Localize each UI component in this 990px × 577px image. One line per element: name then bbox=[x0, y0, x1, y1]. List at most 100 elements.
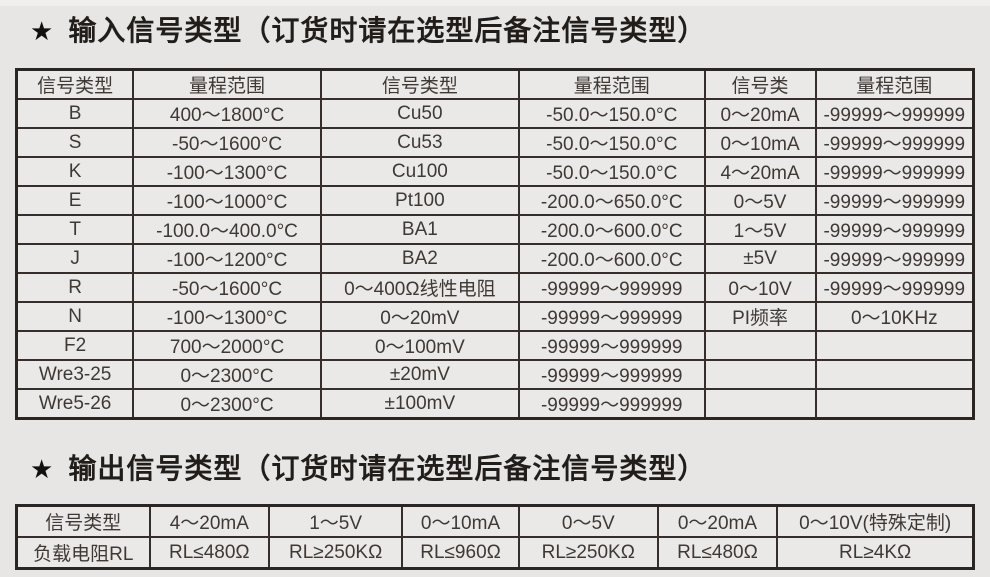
table-cell: 4～20mA bbox=[703, 156, 817, 187]
table-cell: -99999～999999 bbox=[814, 214, 975, 245]
table-cell bbox=[814, 359, 975, 390]
table-cell: -100～1000°C bbox=[132, 185, 322, 216]
table-cell: 1～5V bbox=[703, 214, 817, 245]
table-cell: RL≥250KΩ bbox=[517, 536, 659, 570]
table-row: J -100～1200°C BA2 -200.0～600.0°C ±5V -99999～9… bbox=[15, 243, 975, 274]
table-cell: 400～1800°C bbox=[132, 98, 322, 129]
table-cell: RL≥4KΩ bbox=[776, 536, 975, 570]
table-cell: 0～5V bbox=[517, 504, 659, 538]
table-cell: 0～2300°C bbox=[132, 359, 322, 390]
table-cell: BA2 bbox=[319, 243, 520, 274]
table-cell: T bbox=[15, 214, 135, 245]
table-cell: -99999～999999 bbox=[814, 98, 975, 129]
table-cell: PI频率 bbox=[703, 301, 817, 332]
table-cell bbox=[703, 388, 817, 420]
table-cell: ±5V bbox=[703, 243, 817, 274]
input-signal-table: 信号类型 量程范围 信号类型 量程范围 信号类 量程范围 B 400～1800°C Cu50-… bbox=[15, 68, 975, 420]
table-cell: -100～1200°C bbox=[132, 243, 322, 274]
table-row: S -50～1600°C Cu53 -50.0～150.0°C 0～10mA -99999… bbox=[15, 127, 975, 158]
table-cell: S bbox=[15, 127, 135, 158]
table-cell: -50～1600°C bbox=[132, 127, 322, 158]
table-cell: RL≥250KΩ bbox=[268, 536, 404, 570]
column-header: 量程范围 bbox=[517, 68, 706, 100]
table-row: Wre5-26 0～2300°C ±100mV -99999～999999 bbox=[15, 388, 975, 420]
table-cell: F2 bbox=[15, 330, 135, 361]
table-cell: RL≤480Ω bbox=[656, 536, 779, 570]
output-section-title: ★ 输出信号类型（订货时请在选型后备注信号类型） bbox=[30, 452, 975, 486]
table-row: F2 700～2000°C 0～100mV -99999～999999 bbox=[15, 330, 975, 361]
table-cell: -50～1600°C bbox=[132, 272, 322, 303]
table-cell: 0～10KHz bbox=[814, 301, 975, 332]
table-cell: -99999～999999 bbox=[814, 185, 975, 216]
table-cell: -100.0～400.0°C bbox=[132, 214, 322, 245]
table-cell: B bbox=[15, 98, 135, 129]
table-cell: -50.0～150.0°C bbox=[517, 127, 706, 158]
table-cell: -200.0～600.0°C bbox=[517, 243, 706, 274]
table-cell: 负载电阻RL bbox=[15, 536, 151, 570]
table-cell: 0～20mA bbox=[703, 98, 817, 129]
table-cell: 0～20mA bbox=[656, 504, 779, 538]
table-cell: -99999～999999 bbox=[814, 243, 975, 274]
table-cell: -100～1300°C bbox=[132, 156, 322, 187]
table-cell: Pt100 bbox=[319, 185, 520, 216]
table-cell: N bbox=[15, 301, 135, 332]
table-cell: -200.0～600.0°C bbox=[517, 214, 706, 245]
table-cell: ±100mV bbox=[319, 388, 520, 420]
star-icon: ★ bbox=[30, 454, 55, 484]
column-header: 信号类型 bbox=[15, 68, 135, 100]
table-cell: 4～20mA bbox=[148, 504, 271, 538]
table-cell: RL≤480Ω bbox=[148, 536, 271, 570]
table-cell: 0～100mV bbox=[319, 330, 520, 361]
table-cell bbox=[814, 388, 975, 420]
table-row: 负载电阻RL RL≤480Ω RL≥250KΩ RL≤960Ω RL≥250KΩ RL≤4… bbox=[15, 536, 975, 570]
table-cell: E bbox=[15, 185, 135, 216]
table-cell: 0～10V bbox=[703, 272, 817, 303]
table-cell: 1～5V bbox=[268, 504, 404, 538]
table-cell: 0～10V(特殊定制) bbox=[776, 504, 975, 538]
table-cell: RL≤960Ω bbox=[401, 536, 520, 570]
table-cell: K bbox=[15, 156, 135, 187]
table-cell: R bbox=[15, 272, 135, 303]
table-row: R -50～1600°C 0～400Ω线性电阻 -99999～999999 0～10V -… bbox=[15, 272, 975, 303]
table-row: N -100～1300°C 0～20mV -99999～999999 PI频率 0～10K… bbox=[15, 301, 975, 332]
input-section-title-text: 输入信号类型（订货时请在选型后备注信号类型） bbox=[68, 15, 707, 46]
table-cell: -99999～999999 bbox=[517, 272, 706, 303]
table-cell: Wre3-25 bbox=[15, 359, 135, 390]
table-cell: -99999～999999 bbox=[517, 330, 706, 361]
column-header: 量程范围 bbox=[814, 68, 975, 100]
table-cell: -99999～999999 bbox=[517, 359, 706, 390]
column-header: 信号类型 bbox=[319, 68, 520, 100]
table-cell bbox=[703, 330, 817, 361]
table-cell: BA1 bbox=[319, 214, 520, 245]
table-cell: Wre5-26 bbox=[15, 388, 135, 420]
table-cell: 信号类型 bbox=[15, 504, 151, 538]
table-cell: -50.0～150.0°C bbox=[517, 98, 706, 129]
table-row: K -100～1300°C Cu100 -50.0～150.0°C 4～20mA -999… bbox=[15, 156, 975, 187]
table-cell: -99999～999999 bbox=[814, 272, 975, 303]
table-cell: J bbox=[15, 243, 135, 274]
table-cell: Cu100 bbox=[319, 156, 520, 187]
table-cell: -99999～999999 bbox=[517, 301, 706, 332]
table-cell: Cu53 bbox=[319, 127, 520, 158]
header-row: 信号类型 量程范围 信号类型 量程范围 信号类 量程范围 bbox=[15, 68, 975, 100]
column-header: 信号类 bbox=[703, 68, 817, 100]
star-icon: ★ bbox=[30, 16, 55, 46]
table-cell: -99999～999999 bbox=[814, 127, 975, 158]
output-signal-table: 信号类型 4～20mA 1～5V 0～10mA 0～5V 0～20mA 0～10V(特殊定制… bbox=[15, 504, 975, 570]
table-cell: 0～400Ω线性电阻 bbox=[319, 272, 520, 303]
table-cell bbox=[814, 330, 975, 361]
table-cell bbox=[703, 359, 817, 390]
table-row: B 400～1800°C Cu50 -50.0～150.0°C 0～20mA -99999… bbox=[15, 98, 975, 129]
table-cell: -100～1300°C bbox=[132, 301, 322, 332]
column-header: 量程范围 bbox=[132, 68, 322, 100]
table-cell: 0～5V bbox=[703, 185, 817, 216]
input-section-title: ★ 输入信号类型（订货时请在选型后备注信号类型） bbox=[30, 14, 975, 48]
table-row: E -100～1000°C Pt100 -200.0～650.0°C 0～5V -9999… bbox=[15, 185, 975, 216]
table-cell: 0～20mV bbox=[319, 301, 520, 332]
table-cell: 700～2000°C bbox=[132, 330, 322, 361]
table-cell: -99999～999999 bbox=[517, 388, 706, 420]
table-row: T -100.0～400.0°C BA1 -200.0～600.0°C 1～5V -999… bbox=[15, 214, 975, 245]
table-cell: -99999～999999 bbox=[814, 156, 975, 187]
table-cell: ±20mV bbox=[319, 359, 520, 390]
